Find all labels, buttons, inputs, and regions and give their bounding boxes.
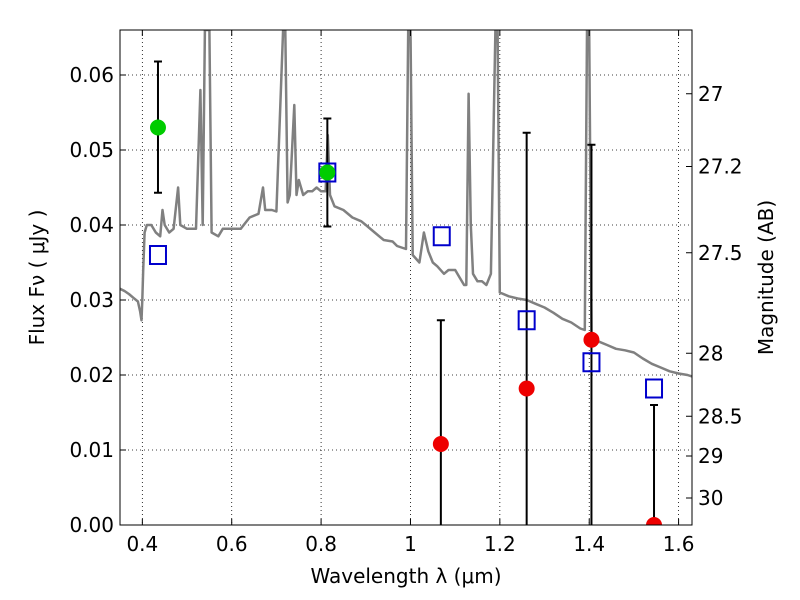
y2-tick-label: 27 [698,82,723,106]
y-tick-label: 0.06 [69,63,114,87]
nondetection-point [518,380,535,397]
detection-point [319,164,336,181]
x-tick-label: 0.8 [305,532,337,556]
model-photometry-point [517,310,536,331]
y2-tick-label: 28.5 [698,404,743,428]
y2-tick-label: 27.2 [698,155,743,179]
model-spectrum-line [120,30,692,378]
plot-frame [119,29,693,526]
x-tick-label: 0.6 [216,532,248,556]
y-tick-label: 0.02 [69,363,114,387]
model-photometry-point [148,245,167,265]
y-tick-label: 0.03 [69,288,114,312]
x-axis-label: Wavelength λ (μm) [310,564,501,588]
plot-area [120,30,692,525]
x-tick-label: 1.4 [573,532,605,556]
y2-axis-label: Magnitude (AB) [754,200,778,355]
x-tick-label: 1 [404,532,417,556]
model-photometry-point [645,378,664,399]
y-axis-label: Flux Fν ( μJy ) [25,210,49,346]
y-tick-label: 0.01 [69,438,114,462]
detection-point [149,119,166,136]
y-tick-label: 0.04 [69,213,114,237]
model-photometry-point [582,352,601,373]
y2-tick-label: 28 [698,341,723,365]
x-tick-label: 0.4 [126,532,158,556]
nondetection-point [432,436,449,452]
y2-tick-label: 30 [698,486,723,510]
y-tick-label: 0.00 [69,513,114,537]
y2-tick-label: 29 [698,444,723,468]
axis-ticks: 0.4 0.6 0.8 1 1.2 1.4 1.6 0.00 0.01 0.02 0.03 0.04 0… [69,30,743,556]
nondetection-point [646,517,663,525]
nondetection-point [583,331,600,348]
y-tick-label: 0.05 [69,138,114,162]
x-tick-label: 1.6 [663,532,695,556]
model-photometry-point [432,226,451,247]
gridlines [120,30,692,526]
y2-tick-label: 27.5 [698,241,743,265]
x-tick-label: 1.2 [484,532,516,556]
